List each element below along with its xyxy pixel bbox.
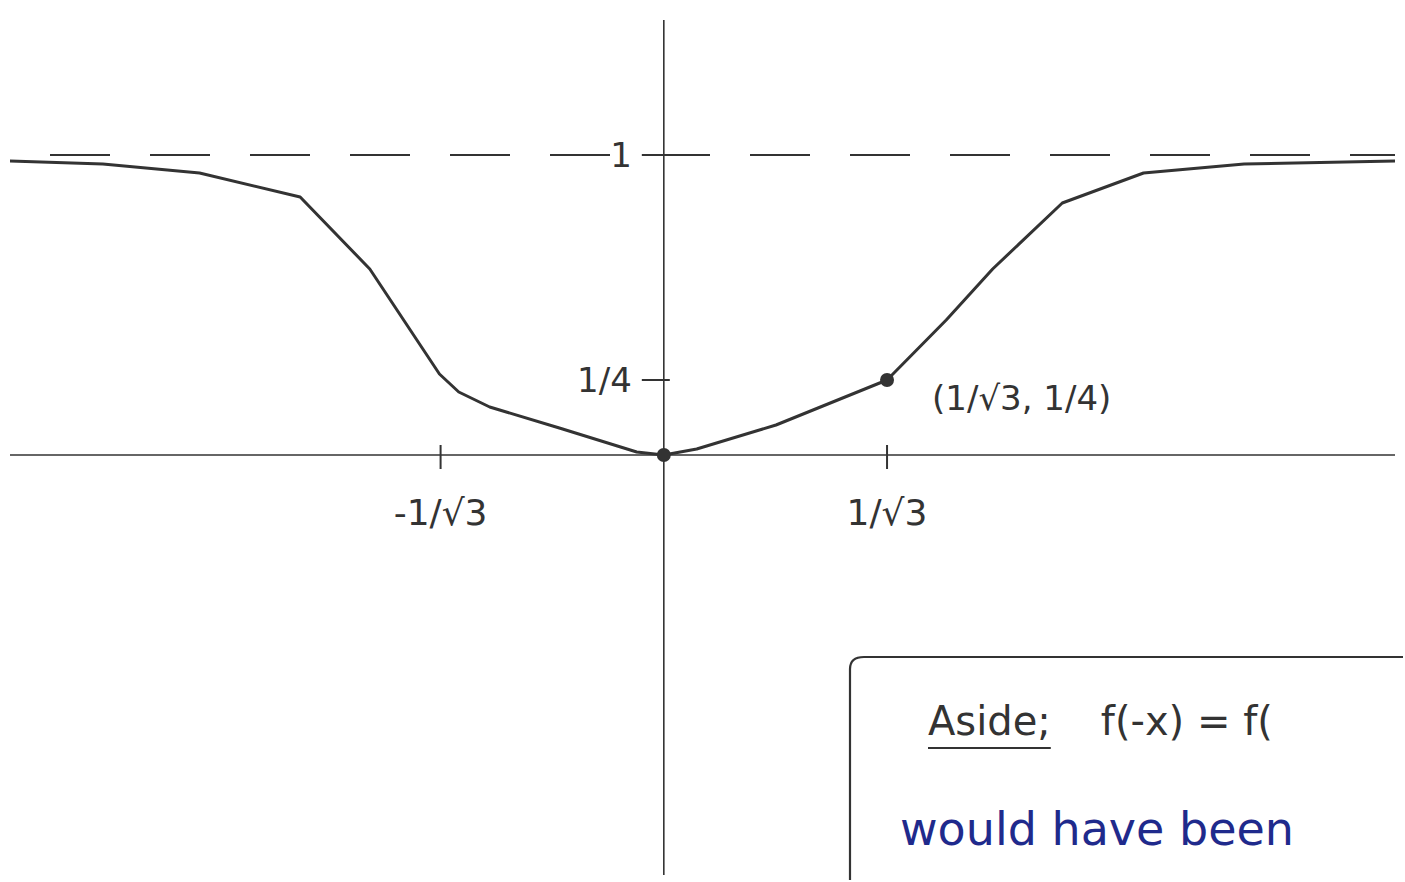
- aside-underline: [928, 747, 1051, 749]
- y-tick-label: 1/4: [577, 360, 632, 400]
- aside-text: f(-x) = f(: [1101, 698, 1273, 744]
- aside-note: would have been: [900, 802, 1294, 856]
- x-tick-label: 1/√3: [847, 492, 928, 533]
- point: [880, 373, 894, 387]
- asymptote: [50, 154, 1395, 156]
- aside-title: Aside;: [928, 698, 1051, 744]
- y-axis: [663, 20, 665, 875]
- y-tick: [642, 379, 670, 381]
- x-tick: [440, 445, 442, 469]
- aside-box: [850, 657, 1403, 880]
- x-tick-label: -1/√3: [394, 492, 488, 533]
- curve: [10, 161, 1395, 455]
- y-tick-label: 1: [610, 135, 632, 175]
- x-axis: [10, 454, 1395, 456]
- x-tick: [886, 445, 888, 469]
- point: [657, 448, 671, 462]
- annotation: (1/√3, 1/4): [932, 378, 1111, 418]
- plot-area: [10, 161, 1395, 462]
- y-tick: [642, 154, 670, 156]
- chart: -1/√3 1/√3 1/4 1 (1/√3, 1/4) Aside; f(-x) = f(…: [0, 0, 1405, 882]
